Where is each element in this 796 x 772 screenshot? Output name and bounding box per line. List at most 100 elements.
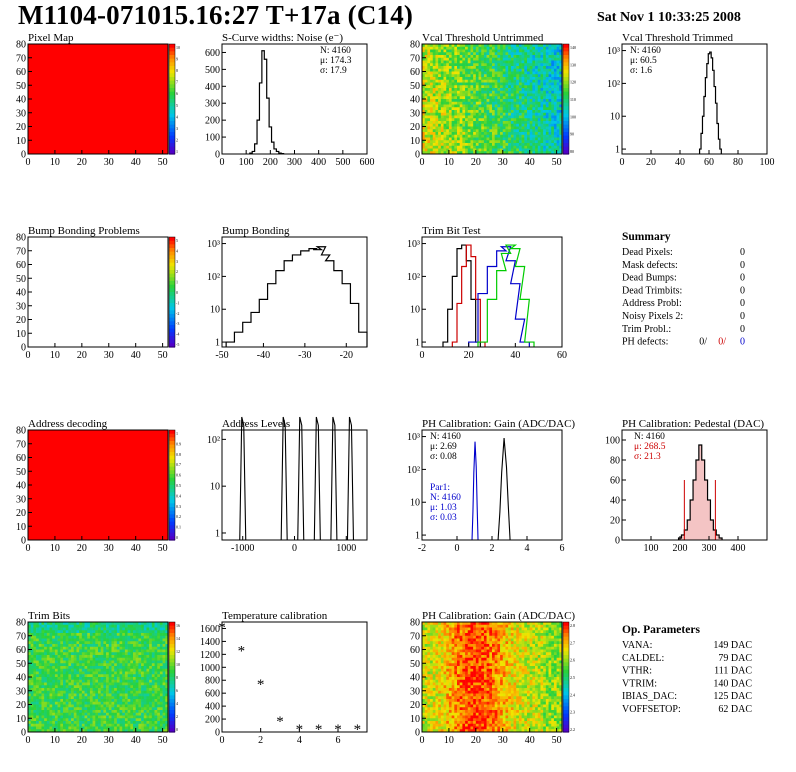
table-row-value: 0: [740, 260, 745, 271]
heatmap-cell: [459, 82, 463, 86]
heatmap-cell: [516, 60, 520, 64]
heatmap-cell: [89, 649, 93, 653]
z-scale-segment: [169, 310, 175, 315]
heatmap-cell: [467, 101, 471, 105]
heatmap-cell: [84, 690, 88, 694]
heatmap-cell: [462, 71, 466, 75]
heatmap-cell: [151, 633, 155, 637]
heatmap-cell: [154, 635, 158, 639]
heatmap-cell: [159, 677, 163, 681]
heatmap-cell: [111, 627, 115, 631]
heatmap-cell: [440, 49, 444, 53]
heatmap-cell: [162, 677, 166, 681]
y-tick-label: 1000: [200, 663, 220, 674]
heatmap-cell: [28, 690, 31, 694]
heatmap-cell: [141, 707, 145, 711]
z-scale-label: 4: [176, 248, 178, 253]
heatmap-cell: [448, 88, 452, 92]
heatmap-cell: [527, 121, 530, 125]
z-scale-label: 2: [176, 714, 178, 719]
heatmap-cell: [543, 129, 547, 133]
heatmap-cell: [500, 112, 504, 116]
heatmap-cell: [448, 57, 452, 61]
heatmap-cell: [475, 115, 479, 119]
heatmap-cell: [465, 96, 469, 100]
heatmap-cell: [44, 633, 48, 637]
heatmap-cell: [543, 134, 547, 138]
heatmap-cell: [124, 696, 128, 700]
heatmap-cell: [65, 633, 69, 637]
heatmap-cell: [157, 652, 161, 656]
heatmap-cell: [529, 52, 533, 56]
heatmap-cell: [143, 688, 147, 692]
heatmap-cell: [143, 729, 147, 733]
heatmap-cell: [470, 63, 474, 67]
heatmap-cell: [143, 710, 147, 714]
heatmap-cell: [111, 726, 115, 730]
heatmap-cell: [430, 718, 434, 722]
heatmap-cell: [133, 712, 136, 716]
heatmap-cell: [130, 646, 134, 650]
heatmap-cell: [465, 112, 469, 116]
heatmap-cell: [540, 112, 544, 116]
heatmap-cell: [505, 126, 509, 130]
heatmap-cell: [483, 60, 487, 64]
heatmap-cell: [454, 107, 458, 111]
heatmap-cell: [106, 633, 110, 637]
heatmap-cell: [489, 148, 493, 152]
heatmap-cell: [548, 132, 552, 136]
heatmap-cell: [543, 63, 547, 67]
heatmap-cell: [559, 151, 563, 155]
heatmap-cell: [524, 63, 528, 67]
heatmap-cell: [84, 635, 88, 639]
heatmap-cell: [33, 707, 37, 711]
heatmap-cell: [470, 71, 474, 75]
heatmap-cell: [422, 107, 425, 111]
heatmap-cell: [41, 699, 45, 703]
heatmap-cell: [141, 699, 145, 703]
heatmap-cell: [89, 688, 93, 692]
heatmap-cell: [127, 630, 131, 634]
heatmap-cell: [52, 663, 56, 667]
heatmap-cell: [157, 679, 161, 683]
heatmap-cell: [60, 671, 64, 675]
heatmap-cell: [545, 60, 549, 64]
heatmap-cell: [532, 90, 536, 94]
heatmap-cell: [443, 88, 447, 92]
z-scale-segment: [169, 237, 175, 242]
heatmap-cell: [116, 712, 120, 716]
heatmap-cell: [87, 696, 91, 700]
heatmap-cell: [46, 715, 50, 719]
heatmap-cell: [473, 52, 477, 56]
heatmap-cell: [551, 52, 555, 56]
heatmap-cell: [157, 633, 161, 637]
heatmap-cell: [71, 622, 75, 626]
heatmap-cell: [114, 704, 118, 708]
heatmap-cell: [100, 622, 104, 626]
heatmap-cell: [422, 110, 425, 114]
heatmap-cell: [106, 624, 110, 628]
heatmap-cell: [556, 126, 560, 130]
heatmap-cell: [151, 630, 155, 634]
table-row-label: Mask defects:: [622, 260, 678, 271]
heatmap-cell: [119, 729, 123, 733]
heatmap-cell: [79, 718, 83, 722]
z-scale-segment: [169, 666, 175, 671]
heatmap-cell: [98, 627, 101, 631]
z-scale-segment: [169, 448, 175, 453]
heatmap-cell: [143, 668, 147, 672]
heatmap-cell: [427, 82, 431, 86]
heatmap-cell: [497, 126, 501, 130]
heatmap-cell: [65, 718, 69, 722]
heatmap-cell: [114, 644, 118, 648]
z-scale-segment: [563, 88, 569, 93]
heatmap-cell: [524, 121, 528, 125]
heatmap-cell: [52, 712, 56, 716]
heatmap-cell: [438, 129, 442, 133]
heatmap-cell: [100, 630, 104, 634]
heatmap-cell: [462, 77, 466, 81]
heatmap-cell: [489, 44, 493, 48]
heatmap-cell: [28, 712, 31, 716]
heatmap-cell: [435, 88, 439, 92]
heatmap-cell: [141, 688, 145, 692]
